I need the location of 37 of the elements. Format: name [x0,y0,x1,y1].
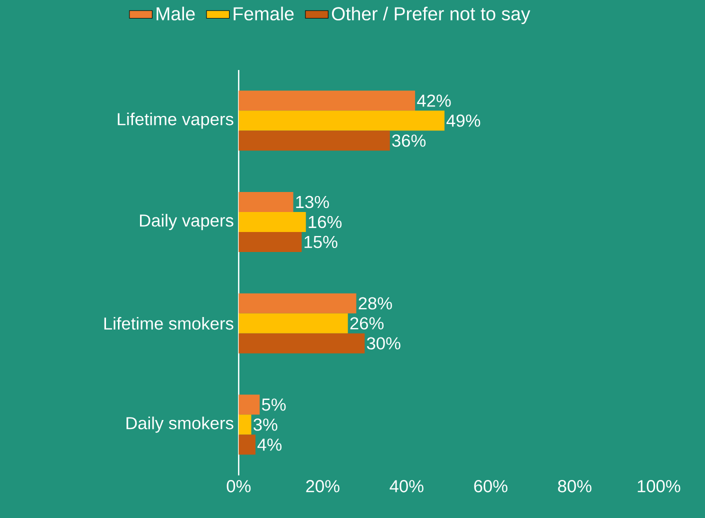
data-label: 28% [358,297,392,310]
data-label: 3% [254,418,278,431]
x-tick-label: 60% [474,480,508,492]
bar [238,90,416,111]
data-label: 4% [257,438,282,451]
y-tick-label: Lifetime smokers [104,316,234,330]
data-label: 42% [417,94,451,107]
bar [238,110,444,131]
bar [238,434,256,455]
data-label: 30% [366,337,400,350]
bar [238,313,348,334]
bar [238,130,390,151]
bar [238,414,252,435]
y-tick-label: Daily smokers [126,416,234,433]
x-tick-label: 80% [558,480,592,492]
x-tick-label: 20% [306,480,340,492]
bar [238,232,302,252]
data-label: 16% [308,216,342,228]
data-label: 13% [296,196,329,208]
bar [238,293,356,314]
bar [238,333,365,354]
x-tick-label: 100% [638,480,680,492]
data-label: 26% [350,317,384,330]
y-tick-label: Lifetime vapers [118,112,234,129]
legend-label: Female [234,6,294,20]
data-label: 49% [446,114,480,127]
x-tick-label: 0% [226,480,251,492]
data-label: 15% [304,236,338,248]
data-label: 36% [392,134,426,147]
bar [238,192,294,212]
data-label: 5% [262,398,286,411]
bar [238,212,306,232]
y-tick-label: Daily vapers [140,214,234,230]
bar [238,394,260,415]
x-tick-label: 40% [390,480,424,492]
legend-label: Other / Prefer not to say [332,6,530,24]
legend-label: Male [156,6,195,20]
